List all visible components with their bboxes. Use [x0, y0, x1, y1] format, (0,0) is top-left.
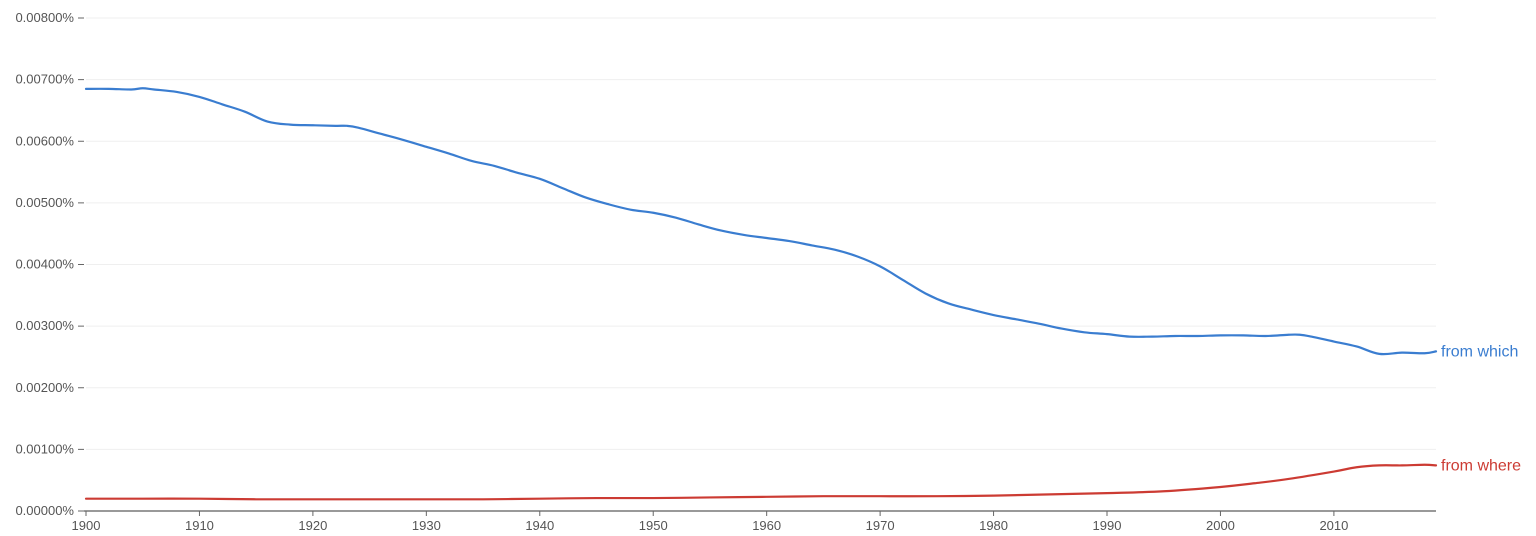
series-layer: [84, 87, 1438, 501]
x-tick-label: 1950: [639, 518, 668, 533]
x-tick-label: 1940: [525, 518, 554, 533]
y-tick-label: 0.00200%: [15, 380, 74, 395]
y-tick-label: 0.00000%: [15, 503, 74, 518]
x-tick-label: 1980: [979, 518, 1008, 533]
y-axis: 0.00000% 0.00100% 0.00200% 0.00300% 0.00400%…: [15, 10, 84, 518]
y-tick-label: 0.00400%: [15, 257, 74, 272]
x-tick-label: 1910: [185, 518, 214, 533]
x-tick-label: 1970: [866, 518, 895, 533]
y-tick-label: 0.00800%: [15, 10, 74, 25]
x-axis: 1900 1910 1920 1930 1940 1950 1960 1970 1980 1990…: [72, 510, 1436, 533]
x-tick-label: 1960: [752, 518, 781, 533]
y-tick-label: 0.00600%: [15, 133, 74, 148]
grid-layer: [86, 17, 1436, 450]
series-label-layer: from which from where: [1441, 343, 1521, 474]
x-tick-label: 1990: [1093, 518, 1122, 533]
series-label-from-which[interactable]: from which: [1441, 343, 1518, 360]
y-tick-label: 0.00300%: [15, 318, 74, 333]
series-line-from-where[interactable]: [84, 463, 1438, 501]
series-label-from-where[interactable]: from where: [1441, 457, 1521, 474]
y-tick-label: 0.00700%: [15, 72, 74, 87]
x-tick-label: 1900: [72, 518, 101, 533]
x-tick-label: 2000: [1206, 518, 1235, 533]
x-tick-label: 1920: [298, 518, 327, 533]
series-line-from-which[interactable]: [84, 87, 1438, 356]
y-tick-label: 0.00500%: [15, 195, 74, 210]
x-tick-label: 1930: [412, 518, 441, 533]
x-tick-label: 2010: [1319, 518, 1348, 533]
y-tick-label: 0.00100%: [15, 441, 74, 456]
